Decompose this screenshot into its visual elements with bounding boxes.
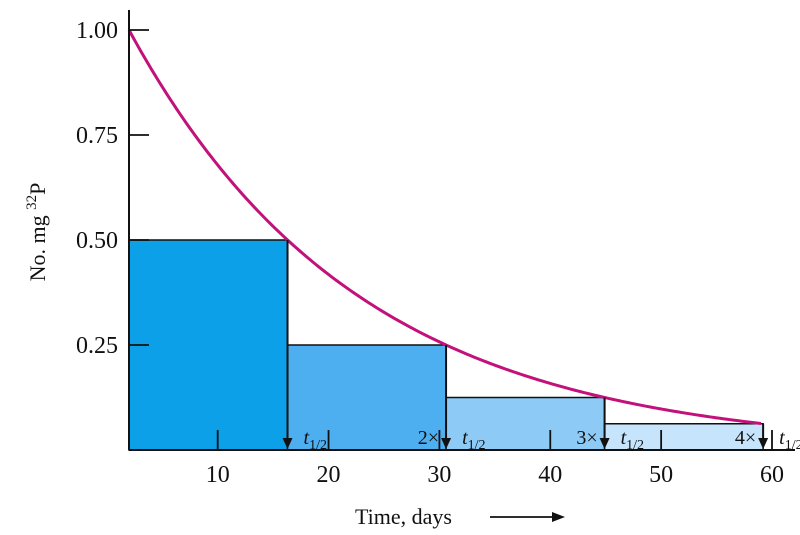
- half-life-subscript: 1/2: [785, 438, 800, 453]
- curve-layer: [127, 29, 762, 425]
- x-axis-arrow: [490, 512, 565, 522]
- ticks-layer: 10 20 30 40 50 60 0.25 0.50 0.75 1.00: [76, 18, 784, 488]
- half-life-multiplier-2: 2×: [418, 427, 439, 449]
- half-life-label-1: t1/2: [304, 427, 327, 453]
- x-tick-label-60: 60: [760, 462, 784, 488]
- half-life-markers: t1/2 2× t1/2 3× t1/2 4× t1/2: [282, 240, 800, 453]
- decay-curve: [127, 29, 762, 425]
- x-axis-label: Time, days: [355, 504, 452, 529]
- y-tick-label-1: 0.50: [76, 228, 118, 254]
- half-life-multiplier-4: 4×: [735, 427, 756, 449]
- half-life-label-2: t1/2: [462, 427, 485, 453]
- x-tick-label-40: 40: [538, 462, 562, 488]
- half-life-t: t: [621, 427, 627, 449]
- x-tick-label-20: 20: [317, 462, 341, 488]
- bars-layer: [128, 239, 764, 451]
- half-life-t: t: [304, 427, 310, 449]
- bar-1: [128, 239, 289, 451]
- half-life-subscript: 1/2: [626, 438, 644, 453]
- bar-2: [286, 344, 447, 451]
- half-life-t: t: [462, 427, 468, 449]
- y-tick-label-2: 0.75: [76, 123, 118, 149]
- half-life-arrow-head-2: [441, 438, 452, 449]
- x-tick-label-10: 10: [206, 462, 230, 488]
- x-tick-label-30: 30: [427, 462, 451, 488]
- half-life-subscript: 1/2: [468, 438, 486, 453]
- half-life-subscript: 1/2: [309, 438, 327, 453]
- axes-layer: [128, 10, 795, 451]
- half-life-arrow-head-3: [599, 438, 610, 449]
- half-life-arrow-head-1: [282, 438, 293, 449]
- half-life-t: t: [779, 427, 785, 449]
- half-life-label-4: t1/2: [779, 427, 800, 453]
- y-tick-label-3: 1.00: [76, 18, 118, 44]
- half-life-multiplier-3: 3×: [576, 427, 597, 449]
- bar-3: [445, 396, 606, 451]
- half-life-label-3: t1/2: [621, 427, 644, 453]
- y-tick-label-0: 0.25: [76, 333, 118, 359]
- half-life-arrow-head-4: [758, 438, 769, 449]
- x-tick-label-50: 50: [649, 462, 673, 488]
- y-axis-label: No. mg 32P: [24, 183, 50, 282]
